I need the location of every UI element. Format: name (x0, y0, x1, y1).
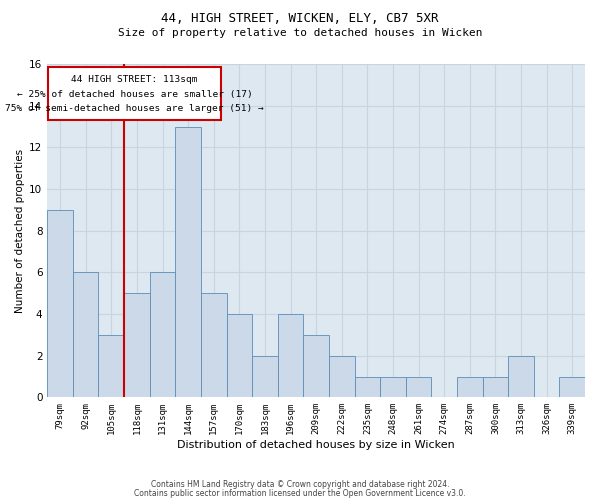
Text: 44, HIGH STREET, WICKEN, ELY, CB7 5XR: 44, HIGH STREET, WICKEN, ELY, CB7 5XR (161, 12, 439, 26)
Bar (252, 356, 278, 398)
Bar (508, 356, 534, 398)
Text: Size of property relative to detached houses in Wicken: Size of property relative to detached ho… (118, 28, 482, 38)
Bar (175, 126, 201, 398)
Bar (380, 376, 406, 398)
Bar (406, 376, 431, 398)
FancyBboxPatch shape (48, 67, 221, 120)
Bar (278, 314, 304, 398)
Text: Contains public sector information licensed under the Open Government Licence v3: Contains public sector information licen… (134, 488, 466, 498)
Bar (355, 376, 380, 398)
Bar (559, 376, 585, 398)
Bar (98, 335, 124, 398)
Text: 75% of semi-detached houses are larger (51) →: 75% of semi-detached houses are larger (… (5, 104, 264, 114)
Bar (201, 293, 227, 398)
Bar (150, 272, 175, 398)
Bar (227, 314, 252, 398)
Bar (482, 376, 508, 398)
X-axis label: Distribution of detached houses by size in Wicken: Distribution of detached houses by size … (177, 440, 455, 450)
Bar (124, 293, 150, 398)
Bar (73, 272, 98, 398)
Bar (304, 335, 329, 398)
Text: ← 25% of detached houses are smaller (17): ← 25% of detached houses are smaller (17… (17, 90, 253, 98)
Text: Contains HM Land Registry data © Crown copyright and database right 2024.: Contains HM Land Registry data © Crown c… (151, 480, 449, 489)
Bar (457, 376, 482, 398)
Y-axis label: Number of detached properties: Number of detached properties (15, 148, 25, 312)
Bar (329, 356, 355, 398)
Text: 44 HIGH STREET: 113sqm: 44 HIGH STREET: 113sqm (71, 75, 198, 84)
Bar (47, 210, 73, 398)
